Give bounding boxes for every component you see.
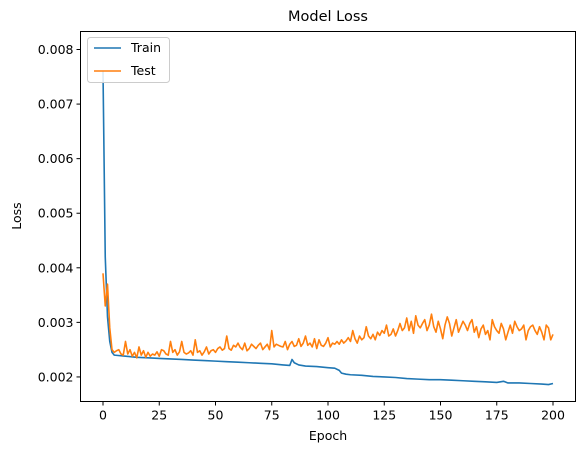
legend: Train Test — [87, 37, 170, 83]
x-tick-label: 50 — [208, 408, 224, 423]
y-tick-label: 0.006 — [38, 151, 74, 166]
x-tick-label: 0 — [99, 408, 107, 423]
x-tick-label: 100 — [316, 408, 340, 423]
x-tick-label: 175 — [485, 408, 509, 423]
series-line-train — [102, 71, 554, 386]
x-tick-label: 200 — [541, 408, 565, 423]
x-tick-label: 75 — [264, 408, 280, 423]
y-tick-label: 0.007 — [38, 97, 74, 112]
x-tick-label: 25 — [151, 408, 167, 423]
y-tick-label: 0.004 — [38, 260, 74, 275]
x-axis-label: Epoch — [309, 428, 347, 443]
y-axis-label: Loss — [9, 202, 24, 229]
x-axis: 0 25 50 75 100 125 150 175 200 — [99, 401, 565, 423]
y-tick-label: 0.005 — [38, 206, 74, 221]
y-tick-label: 0.003 — [38, 315, 74, 330]
x-tick-label: 125 — [372, 408, 396, 423]
x-tick-label: 150 — [429, 408, 453, 423]
legend-label-test: Test — [130, 63, 156, 78]
y-axis: 0.002 0.003 0.004 0.005 0.006 0.007 0.008 — [38, 42, 81, 384]
plot-frame — [80, 31, 576, 402]
series-line-test — [102, 273, 554, 359]
y-tick-label: 0.002 — [38, 369, 74, 384]
plot-area — [102, 71, 554, 386]
y-tick-label: 0.008 — [38, 42, 74, 57]
legend-label-train: Train — [130, 40, 161, 55]
chart-title: Model Loss — [288, 9, 368, 25]
